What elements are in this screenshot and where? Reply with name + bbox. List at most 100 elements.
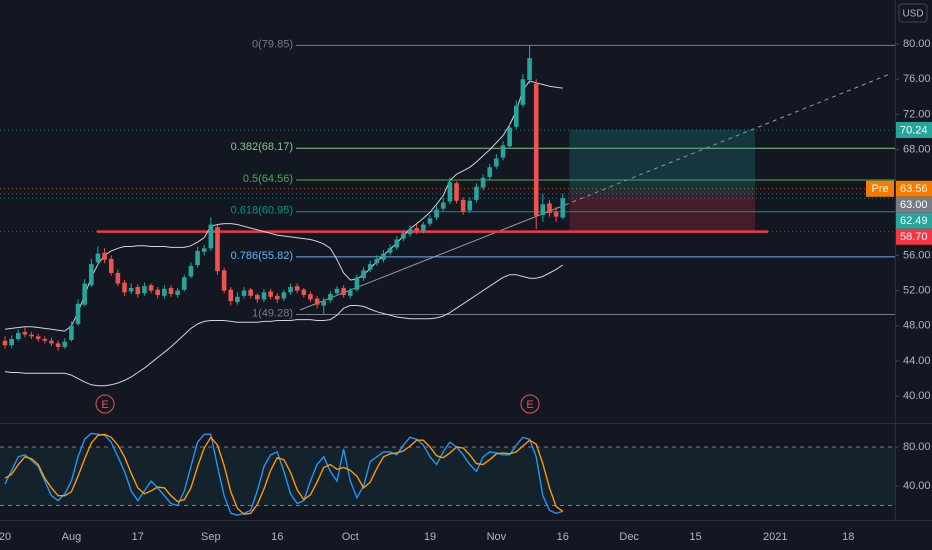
candle-body bbox=[69, 325, 74, 340]
price-badge bbox=[896, 180, 932, 197]
candle-body bbox=[401, 233, 406, 239]
candle-body bbox=[55, 343, 61, 347]
candle-body bbox=[553, 212, 559, 217]
price-badge-prefix bbox=[866, 180, 894, 197]
y-tick-label: 56.00 bbox=[903, 249, 931, 261]
stoch-band-fill bbox=[0, 447, 895, 506]
candle-body bbox=[49, 340, 54, 344]
candle-body bbox=[162, 288, 167, 296]
candle-body bbox=[560, 198, 566, 218]
x-tick-label: 20 bbox=[0, 531, 11, 543]
candle-body bbox=[301, 289, 307, 295]
candle-body bbox=[487, 167, 493, 177]
candle-body bbox=[520, 79, 526, 105]
candle-body bbox=[281, 292, 287, 299]
price-badge bbox=[896, 212, 932, 229]
bollinger-lower bbox=[4, 264, 564, 387]
earnings-label: E bbox=[101, 399, 108, 411]
candle-body bbox=[108, 258, 114, 273]
price-badge-label: 63.56 bbox=[900, 183, 928, 195]
candle-body bbox=[440, 202, 446, 209]
trend-line-projection bbox=[564, 73, 891, 206]
candle-body bbox=[387, 248, 393, 253]
candle-body bbox=[35, 336, 41, 339]
candle-body bbox=[168, 287, 174, 295]
candle-body bbox=[2, 340, 8, 346]
candle-body bbox=[427, 218, 433, 224]
earnings-marker: E bbox=[95, 394, 115, 414]
candle-body bbox=[354, 277, 360, 290]
candle-body bbox=[500, 145, 506, 158]
candle-body bbox=[454, 183, 459, 201]
candle-body bbox=[148, 285, 154, 291]
x-tick-label: 15 bbox=[689, 531, 701, 543]
price-badge-prefix-label: Pre bbox=[871, 183, 888, 195]
candle-body bbox=[9, 338, 14, 346]
candle-body bbox=[255, 294, 260, 300]
candle-body bbox=[15, 332, 21, 339]
candle-body bbox=[527, 58, 532, 81]
candle-body bbox=[102, 252, 107, 260]
candle-body bbox=[135, 287, 141, 295]
candle-body bbox=[288, 287, 293, 293]
candle-body bbox=[347, 290, 353, 296]
price-badge-label: 63.00 bbox=[900, 199, 928, 211]
candle-body bbox=[540, 204, 546, 215]
earnings-circle bbox=[95, 394, 115, 414]
candle-body bbox=[480, 177, 486, 188]
candle-body bbox=[201, 248, 207, 252]
stoch-tick-label: 40.00 bbox=[903, 480, 931, 492]
candle-body bbox=[314, 298, 320, 305]
candle-body bbox=[374, 258, 380, 264]
y-tick-label: 80.00 bbox=[903, 38, 931, 50]
candle-body bbox=[321, 301, 327, 306]
candle-body bbox=[460, 199, 466, 212]
stoch-line bbox=[4, 433, 564, 516]
candle-body bbox=[241, 290, 247, 296]
fib-label: 0.786(55.82) bbox=[231, 250, 293, 262]
currency-box[interactable] bbox=[898, 3, 928, 23]
candle-body bbox=[467, 200, 473, 211]
y-tick-label: 40.00 bbox=[903, 390, 931, 402]
fib-label: 1(49.28) bbox=[252, 307, 293, 319]
candle-body bbox=[447, 182, 453, 202]
candle-body bbox=[188, 265, 194, 277]
candle-body bbox=[474, 186, 479, 200]
stoch-tick-label: 80.00 bbox=[903, 441, 931, 453]
y-tick-label: 52.00 bbox=[903, 284, 931, 296]
candle-body bbox=[235, 296, 240, 303]
candle-body bbox=[367, 264, 373, 270]
currency-label[interactable]: USD bbox=[902, 9, 923, 20]
candle-body bbox=[228, 289, 234, 302]
fib-label: 0.5(64.56) bbox=[243, 173, 293, 185]
candle-body bbox=[513, 105, 519, 127]
candle-body bbox=[414, 228, 419, 231]
candle-body bbox=[175, 290, 180, 295]
x-tick-label: Oct bbox=[342, 531, 359, 543]
candle-body bbox=[29, 334, 34, 337]
candle-body bbox=[268, 291, 273, 297]
candle-body bbox=[407, 228, 413, 235]
candle-body bbox=[547, 203, 552, 214]
candle-body bbox=[82, 283, 87, 305]
candle-body bbox=[274, 295, 280, 300]
y-tick-label: 48.00 bbox=[903, 320, 931, 332]
price-badge bbox=[896, 121, 932, 138]
price-badge bbox=[896, 228, 932, 245]
candle-body bbox=[75, 303, 81, 325]
candle-body bbox=[507, 127, 512, 147]
candle-body bbox=[533, 83, 539, 216]
candle-body bbox=[122, 282, 127, 293]
profit-zone bbox=[569, 129, 755, 194]
y-tick-label: 44.00 bbox=[903, 355, 931, 367]
candle-body bbox=[115, 272, 121, 284]
x-tick-label: Nov bbox=[487, 531, 507, 543]
price-badge bbox=[896, 196, 932, 213]
candle-body bbox=[89, 264, 94, 286]
price-badge-label: 62.49 bbox=[900, 215, 928, 227]
x-tick-label: Aug bbox=[62, 531, 82, 543]
x-tick-label: 19 bbox=[424, 531, 436, 543]
candle-body bbox=[434, 209, 439, 218]
loss-zone bbox=[569, 193, 755, 232]
